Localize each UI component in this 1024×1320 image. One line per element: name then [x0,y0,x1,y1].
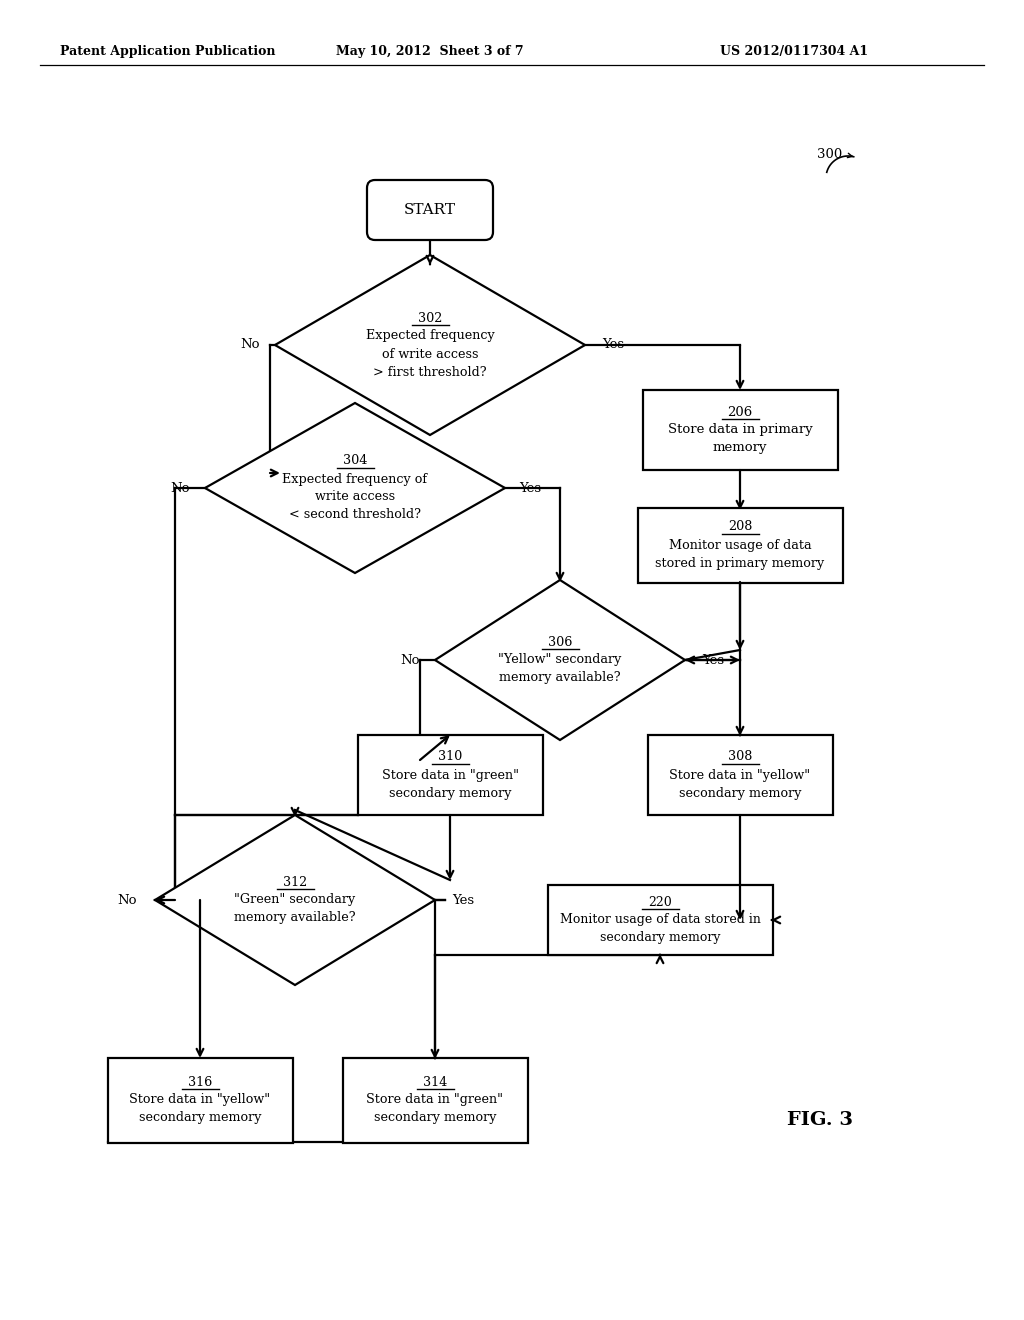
Text: No: No [170,482,189,495]
Text: Store data in "green": Store data in "green" [367,1093,504,1106]
Text: Monitor usage of data stored in: Monitor usage of data stored in [559,913,761,927]
Text: 306: 306 [548,635,572,648]
Text: 310: 310 [438,751,462,763]
Polygon shape [435,579,685,741]
Text: 316: 316 [187,1076,212,1089]
Text: Yes: Yes [602,338,624,351]
Polygon shape [205,403,505,573]
Text: Yes: Yes [452,894,474,907]
Text: > first threshold?: > first threshold? [373,366,486,379]
Bar [108,1057,293,1143]
Text: 314: 314 [423,1076,447,1089]
Text: Monitor usage of data: Monitor usage of data [669,539,811,552]
Text: memory: memory [713,441,767,454]
Text: Store data in "yellow": Store data in "yellow" [670,768,811,781]
Bar [548,884,772,954]
Text: US 2012/0117304 A1: US 2012/0117304 A1 [720,45,868,58]
Bar [642,389,838,470]
Text: 312: 312 [283,875,307,888]
FancyBboxPatch shape [367,180,493,240]
Text: memory available?: memory available? [499,672,621,685]
Bar [357,735,543,814]
Text: secondary memory: secondary memory [138,1111,261,1125]
Text: FIG. 3: FIG. 3 [787,1111,853,1129]
Text: secondary memory: secondary memory [389,787,511,800]
Bar [342,1057,527,1143]
Text: Store data in "yellow": Store data in "yellow" [129,1093,270,1106]
Text: 206: 206 [727,405,753,418]
Text: secondary memory: secondary memory [679,787,801,800]
Text: No: No [118,894,137,907]
Text: May 10, 2012  Sheet 3 of 7: May 10, 2012 Sheet 3 of 7 [336,45,524,58]
Text: Expected frequency of: Expected frequency of [283,473,428,486]
Text: Yes: Yes [519,482,541,495]
Text: 302: 302 [418,312,442,325]
Text: 308: 308 [728,751,753,763]
Text: write access: write access [315,491,395,503]
Text: < second threshold?: < second threshold? [289,508,421,521]
Text: 300: 300 [817,149,843,161]
Text: memory available?: memory available? [234,912,355,924]
Text: secondary memory: secondary memory [600,932,720,945]
Text: START: START [404,203,456,216]
Text: Store data in primary: Store data in primary [668,424,812,437]
Polygon shape [275,255,585,436]
Text: Patent Application Publication: Patent Application Publication [60,45,275,58]
Text: secondary memory: secondary memory [374,1111,497,1125]
Text: of write access: of write access [382,347,478,360]
Text: Expected frequency: Expected frequency [366,330,495,342]
Text: stored in primary memory: stored in primary memory [655,557,824,569]
Text: Yes: Yes [701,653,724,667]
Text: "Yellow" secondary: "Yellow" secondary [499,653,622,667]
Polygon shape [155,814,435,985]
Text: No: No [241,338,260,351]
Bar [638,507,843,582]
Text: "Green" secondary: "Green" secondary [234,894,355,907]
Text: 220: 220 [648,895,672,908]
Text: No: No [400,653,420,667]
Text: 208: 208 [728,520,753,533]
Bar [647,735,833,814]
Text: Store data in "green": Store data in "green" [382,768,518,781]
Text: 304: 304 [343,454,368,467]
